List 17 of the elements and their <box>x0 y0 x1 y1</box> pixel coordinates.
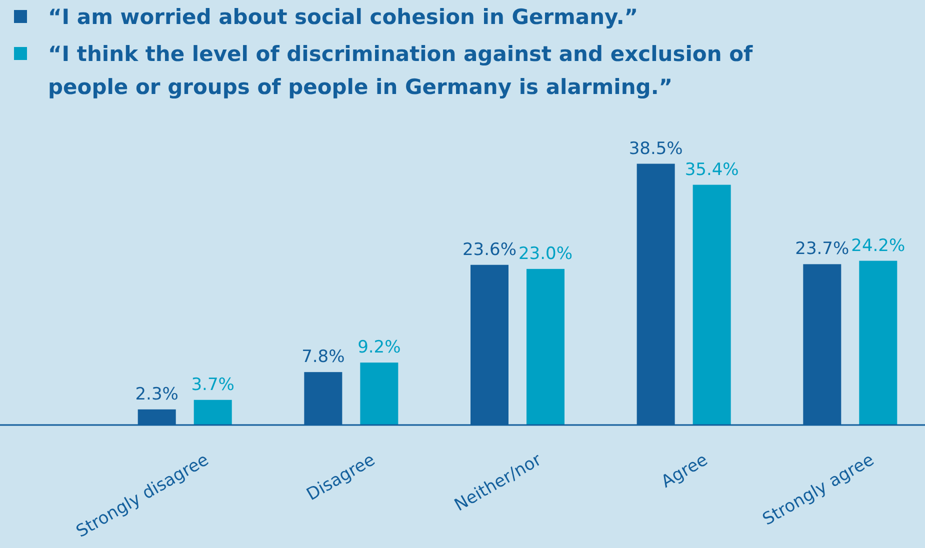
data-label: 38.5% <box>628 138 683 159</box>
legend-label: “I think the level of discrimination against and exclusion of people or groups of people in Germany is alarming.” <box>48 42 754 99</box>
data-label: 3.7% <box>191 374 234 395</box>
bar <box>692 184 731 425</box>
data-label: 23.0% <box>518 244 573 264</box>
data-label: 35.4% <box>684 160 739 180</box>
data-label: 24.2% <box>851 236 906 256</box>
bar <box>859 260 898 425</box>
data-label: 23.7% <box>795 239 850 260</box>
data-label: 2.3% <box>135 384 178 404</box>
data-label: 7.8% <box>302 347 345 368</box>
data-label: 9.2% <box>358 338 401 358</box>
data-label: 23.6% <box>462 240 517 260</box>
bar <box>194 400 232 425</box>
bar <box>526 268 564 425</box>
legend-label: “I am worried about social cohesion in Germany.” <box>48 4 638 29</box>
bar <box>360 362 398 425</box>
